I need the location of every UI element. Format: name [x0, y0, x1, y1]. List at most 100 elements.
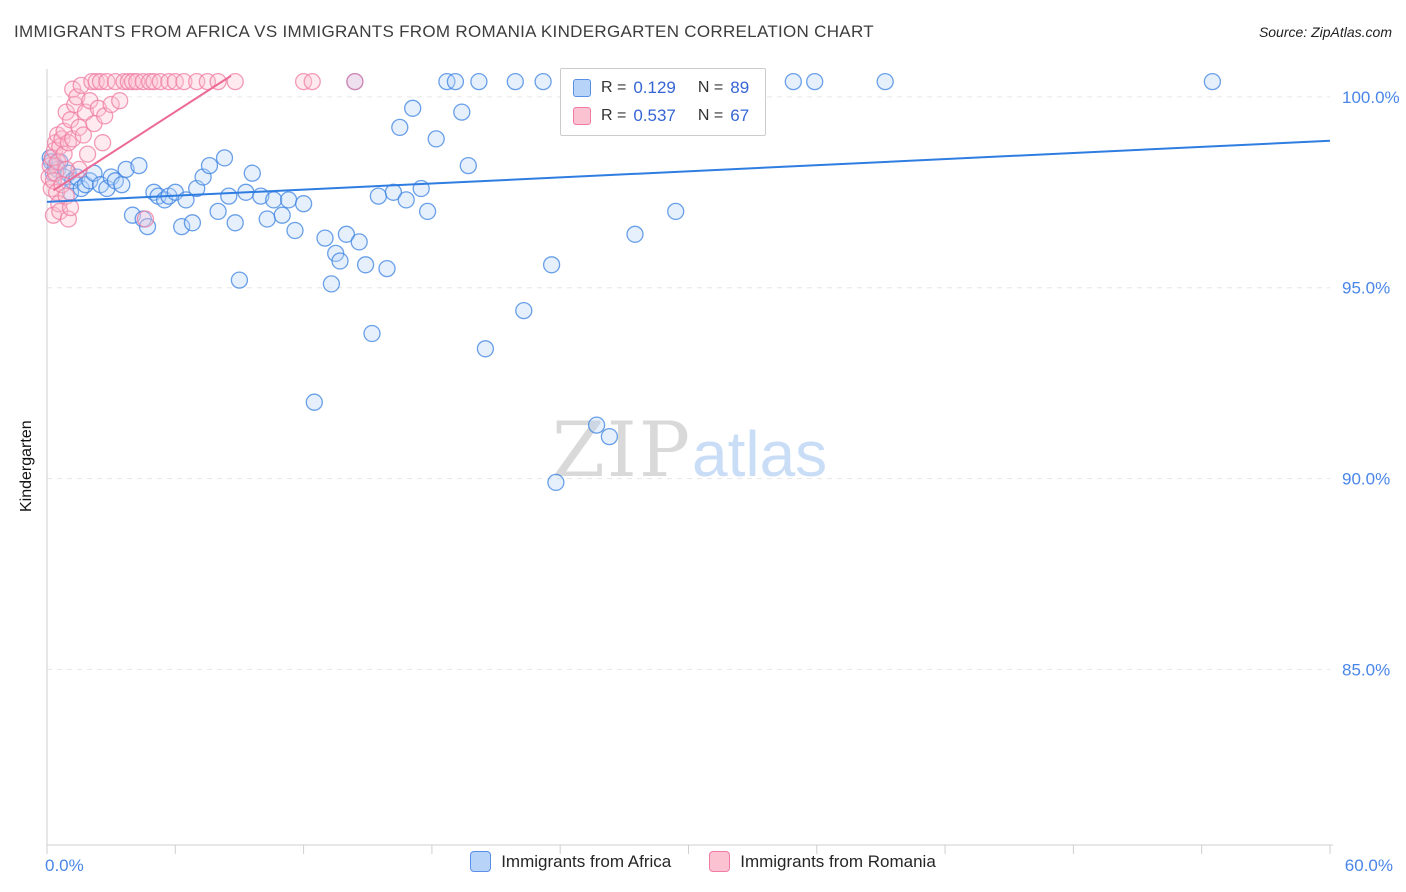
scatter-point	[369, 187, 388, 205]
romania-legend-label: Immigrants from Romania	[740, 851, 936, 871]
scatter-point	[476, 340, 495, 358]
africa-legend-label: Immigrants from Africa	[501, 851, 672, 871]
scatter-point	[286, 221, 304, 240]
scatter-point	[784, 72, 802, 91]
scatter-point	[78, 145, 97, 163]
n-label: N =	[697, 79, 724, 96]
r-label: R =	[601, 79, 627, 96]
y-tick-label: 85.0%	[1342, 660, 1390, 679]
series-legend: Immigrants from Africa Immigrants from R…	[0, 851, 1406, 872]
r-value-romania: 0.537	[633, 106, 676, 125]
scatter-point	[183, 214, 202, 232]
scatter-point	[459, 156, 477, 175]
scatter-point	[200, 156, 219, 175]
scatter-point	[294, 195, 313, 213]
y-tick-label: 90.0%	[1342, 470, 1390, 489]
romania-series-swatch	[573, 107, 591, 125]
scatter-point	[316, 229, 334, 247]
n-value-romania: 67	[730, 106, 750, 125]
scatter-point	[404, 99, 422, 117]
scatter-point	[61, 198, 80, 217]
y-tick-label: 95.0%	[1342, 279, 1390, 298]
scatter-point	[175, 72, 193, 91]
trend-line	[46, 139, 1331, 203]
scatter-point	[515, 301, 533, 320]
x-axis-max-label: 60.0%	[1345, 856, 1393, 875]
y-axis-title: Kindergarten	[18, 420, 35, 512]
scatter-point	[806, 72, 824, 91]
correlation-stats-legend: R = 0.129 N = 89 R = 0.537 N = 67	[560, 68, 767, 136]
scatter-point	[547, 473, 565, 492]
africa-series-swatch	[573, 79, 591, 97]
scatter-point	[128, 72, 146, 91]
scatter-point	[111, 92, 129, 110]
scatter-point	[667, 202, 685, 221]
scatter-point	[356, 256, 375, 274]
scatter-point	[397, 191, 415, 209]
scatter-point	[113, 176, 131, 194]
legend-row-africa: R = 0.129 N = 89	[573, 78, 749, 98]
n-label: N =	[697, 107, 724, 124]
zipatlas-watermark: ZIPatlas	[552, 405, 827, 494]
scatter-point	[265, 191, 283, 209]
scatter-point	[626, 225, 644, 243]
scatter-point	[57, 160, 75, 179]
r-label: R =	[601, 107, 627, 124]
legend-row-romania: R = 0.537 N = 67	[573, 106, 749, 126]
scatter-point	[145, 72, 163, 91]
scatter-point	[446, 72, 465, 91]
scatter-point	[93, 134, 112, 152]
scatter-point	[1203, 72, 1222, 91]
scatter-point	[337, 225, 356, 243]
scatter-point	[117, 160, 135, 179]
scatter-point	[243, 164, 261, 182]
scatter-point	[470, 72, 488, 91]
scatter-point	[102, 95, 120, 114]
source-attribution: Source: ZipAtlas.com	[1258, 24, 1392, 40]
africa-legend-swatch	[470, 851, 492, 872]
scatter-point	[587, 416, 606, 434]
scatter-point	[279, 191, 298, 209]
scatter-point	[209, 202, 227, 221]
scatter-point	[363, 324, 381, 343]
scatter-point	[130, 156, 148, 175]
scatter-point	[220, 187, 238, 205]
scatter-point	[230, 271, 249, 289]
r-value-africa: 0.129	[633, 78, 676, 97]
scatter-point	[427, 130, 445, 148]
scatter-point	[331, 252, 349, 270]
scatter-point	[534, 72, 552, 91]
scatter-point	[378, 259, 396, 278]
trend-line	[52, 75, 232, 192]
scatter-point	[305, 393, 323, 411]
scatter-point	[384, 183, 403, 201]
scatter-point	[91, 72, 110, 91]
scatter-point	[136, 210, 155, 228]
scatter-point	[418, 202, 437, 221]
scatter-point	[215, 149, 234, 167]
legend-item-africa: Immigrants from Africa	[470, 851, 671, 872]
scatter-point	[74, 126, 93, 144]
scatter-point	[542, 256, 561, 274]
n-value-africa: 89	[730, 78, 750, 97]
scatter-point	[506, 72, 524, 91]
scatter-point	[303, 72, 321, 91]
y-tick-label: 100.0%	[1342, 88, 1400, 107]
page-title: IMMIGRANTS FROM AFRICA VS IMMIGRANTS FRO…	[14, 22, 874, 41]
scatter-point	[600, 427, 619, 446]
scatter-point	[350, 233, 368, 251]
romania-legend-swatch	[709, 851, 731, 872]
scatter-point	[273, 206, 291, 224]
scatter-point	[226, 72, 244, 91]
scatter-point	[173, 217, 191, 236]
x-axis-min-label: 0.0%	[45, 856, 84, 875]
watermark-atlas-text: atlas	[691, 418, 828, 490]
legend-item-romania: Immigrants from Romania	[709, 851, 936, 872]
scatter-point	[391, 118, 409, 137]
scatter-point	[226, 214, 244, 232]
watermark-zip-text: ZIP	[552, 405, 692, 494]
scatter-point	[453, 103, 471, 121]
scatter-point	[160, 72, 178, 91]
